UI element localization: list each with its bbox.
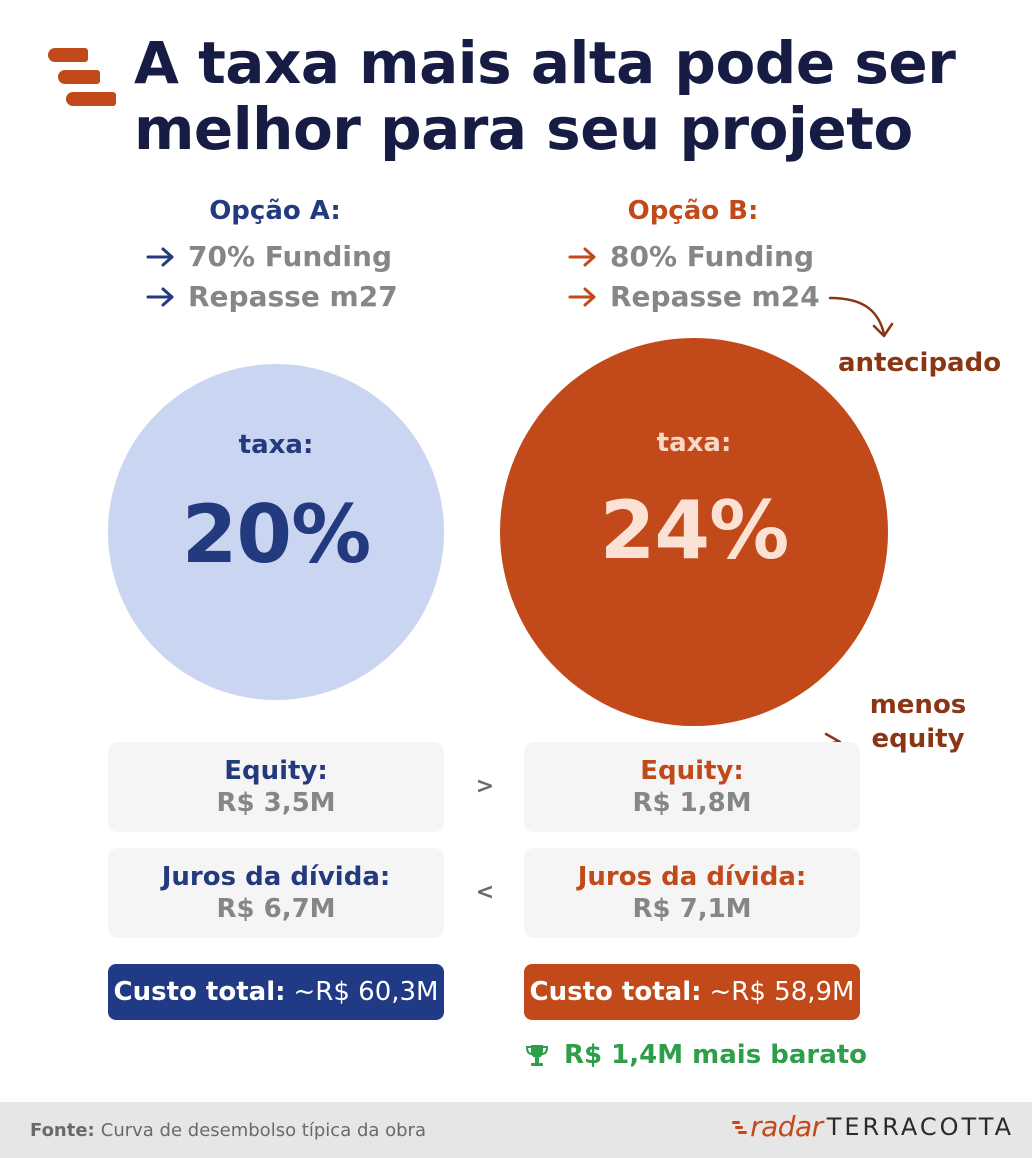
option-a-bullet-text: 70% Funding [188,240,392,273]
arrow-right-icon [568,247,596,266]
trophy-icon [525,1045,549,1066]
brand-logo-icon [48,48,116,106]
option-a-interest-card: Juros da dívida: R$ 6,7M [108,848,444,938]
option-b-equity-card: Equity: R$ 1,8M [524,742,860,832]
brand-radar: radar [750,1110,823,1143]
option-a-bullet-funding: 70% Funding [146,240,392,273]
option-b-total-label: Custo total: [529,977,702,1007]
option-a-equity-label: Equity: [224,756,328,786]
option-a-total-cost: Custo total: ~R$ 60,3M [108,964,444,1020]
option-b-title: Opção B: [627,196,759,226]
option-a-total-label: Custo total: [113,977,286,1007]
option-a-rate-value: 20% [181,488,371,581]
arrow-right-icon [146,247,174,266]
option-b-rate-circle: taxa: 24% [500,338,888,726]
option-b-rate-value: 24% [599,484,789,577]
option-b-total-value: ~R$ 58,9M [709,977,855,1007]
option-b-bullet-funding: 80% Funding [568,240,814,273]
option-b-bullet-repasse: Repasse m24 [568,280,820,313]
source-note: Fonte: Curva de desembolso típica da obra [30,1120,426,1141]
source-label: Fonte: [30,1120,95,1141]
option-b-bullet-text: 80% Funding [610,240,814,273]
brand-terracotta: TERRACOTTA [826,1112,1014,1141]
option-a-title: Opção A: [209,196,341,226]
option-a-interest-value: R$ 6,7M [216,894,336,924]
option-a-bullet-text: Repasse m27 [188,280,398,313]
option-a-total-value: ~R$ 60,3M [293,977,439,1007]
option-b-interest-value: R$ 7,1M [632,894,752,924]
option-b-bullet-text: Repasse m24 [610,280,820,313]
curved-arrow-icon [828,296,894,338]
equity-comparison-sign: > [475,774,495,799]
annotation-antecipado: antecipado [838,348,1002,378]
option-b-rate-label: taxa: [656,428,732,458]
savings-callout: R$ 1,4M mais barato [524,1040,867,1070]
interest-comparison-sign: < [475,880,495,905]
option-b-equity-label: Equity: [640,756,744,786]
option-b-equity-value: R$ 1,8M [632,788,752,818]
page-title: A taxa mais alta pode ser melhor para se… [134,30,1014,162]
page-title-line-2: melhor para seu projeto [134,95,913,163]
option-a-rate-label: taxa: [238,430,314,460]
savings-text: R$ 1,4M mais barato [564,1040,868,1070]
arrow-right-icon [146,287,174,306]
brand-wordmark: radar TERRACOTTA [732,1110,1014,1143]
footer-bar [0,1102,1032,1158]
annotation-menos-equity: menos equity [869,690,967,754]
option-b-interest-card: Juros da dívida: R$ 7,1M [524,848,860,938]
page-title-line-1: A taxa mais alta pode ser [134,29,956,97]
option-a-bullet-repasse: Repasse m27 [146,280,398,313]
option-a-interest-label: Juros da dívida: [161,862,391,892]
option-a-rate-circle: taxa: 20% [108,364,444,700]
option-a-equity-card: Equity: R$ 3,5M [108,742,444,832]
source-text: Curva de desembolso típica da obra [100,1120,426,1141]
arrow-right-icon [568,287,596,306]
option-b-total-cost: Custo total: ~R$ 58,9M [524,964,860,1020]
brand-mark-icon [732,1120,748,1134]
option-b-interest-label: Juros da dívida: [577,862,807,892]
option-a-equity-value: R$ 3,5M [216,788,336,818]
